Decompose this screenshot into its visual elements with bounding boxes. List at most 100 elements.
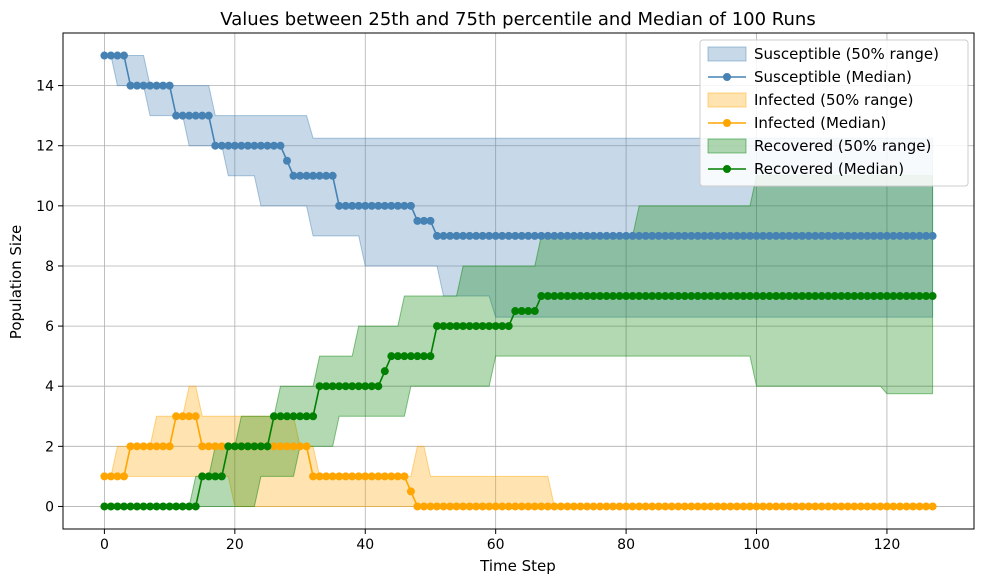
susceptible-median-point bbox=[837, 231, 846, 240]
infected-median-point bbox=[713, 502, 722, 511]
susceptible-median-point bbox=[511, 231, 520, 240]
susceptible-median-point bbox=[309, 171, 318, 180]
susceptible-median-point bbox=[706, 231, 715, 240]
recovered-median-point bbox=[243, 442, 252, 451]
susceptible-median-point bbox=[791, 231, 800, 240]
infected-median-point bbox=[648, 502, 657, 511]
infected-median-point bbox=[159, 442, 168, 451]
susceptible-median-point bbox=[732, 231, 741, 240]
recovered-median-point bbox=[850, 292, 859, 301]
infected-median-point bbox=[641, 502, 650, 511]
recovered-median-point bbox=[922, 292, 931, 301]
infected-median-point bbox=[693, 502, 702, 511]
infected-median-point bbox=[146, 442, 155, 451]
susceptible-median-point bbox=[674, 231, 683, 240]
infected-median-point bbox=[902, 502, 911, 511]
susceptible-median-point bbox=[543, 231, 552, 240]
infected-median-point bbox=[269, 442, 278, 451]
infected-median-point bbox=[211, 442, 220, 451]
infected-median-point bbox=[283, 442, 291, 451]
susceptible-median-point bbox=[830, 231, 839, 240]
susceptible-median-point bbox=[256, 141, 265, 150]
susceptible-median-point bbox=[100, 51, 109, 60]
infected-median-point bbox=[674, 502, 683, 511]
infected-median-point bbox=[446, 502, 455, 511]
infected-median-point bbox=[556, 502, 565, 511]
infected-median-point bbox=[419, 502, 428, 511]
y-tick-label: 2 bbox=[45, 439, 54, 455]
susceptible-median-point bbox=[354, 201, 363, 210]
recovered-median-point bbox=[589, 292, 598, 301]
susceptible-median-point bbox=[622, 231, 631, 240]
infected-median-point bbox=[380, 472, 389, 481]
recovered-median-point bbox=[302, 412, 311, 421]
susceptible-median-point bbox=[126, 81, 135, 90]
infected-median-point bbox=[882, 502, 891, 511]
recovered-median-point bbox=[269, 412, 278, 421]
susceptible-median-point bbox=[498, 231, 507, 240]
infected-median-point bbox=[778, 502, 787, 511]
infected-median-point bbox=[491, 502, 500, 511]
recovered-median-point bbox=[732, 292, 741, 301]
recovered-median-point bbox=[791, 292, 800, 301]
recovered-median-point bbox=[459, 322, 468, 331]
infected-median-point bbox=[635, 502, 644, 511]
infected-median-point bbox=[804, 502, 813, 511]
recovered-median-point bbox=[817, 292, 826, 301]
recovered-median-point bbox=[289, 412, 298, 421]
infected-median-point bbox=[119, 472, 128, 481]
x-tick-label: 40 bbox=[356, 537, 374, 553]
recovered-median-point bbox=[739, 292, 748, 301]
susceptible-median-point bbox=[413, 216, 422, 225]
recovered-median-point bbox=[511, 307, 520, 316]
recovered-median-point bbox=[778, 292, 787, 301]
susceptible-median-point bbox=[680, 231, 689, 240]
susceptible-median-point bbox=[426, 216, 435, 225]
susceptible-median-point bbox=[380, 201, 389, 210]
susceptible-median-point bbox=[530, 231, 539, 240]
recovered-median-point bbox=[576, 292, 585, 301]
recovered-median-point bbox=[465, 322, 474, 331]
recovered-median-point bbox=[680, 292, 689, 301]
axes-frame bbox=[62, 32, 975, 530]
infected-median-point bbox=[909, 502, 918, 511]
susceptible-median-point bbox=[550, 231, 559, 240]
infected-median-point bbox=[654, 502, 663, 511]
susceptible-median-point bbox=[419, 216, 428, 225]
recovered-median-point bbox=[348, 382, 357, 391]
susceptible-median-point bbox=[485, 231, 494, 240]
susceptible-median-point bbox=[517, 231, 526, 240]
recovered-median-point bbox=[165, 502, 174, 511]
x-tick-label: 60 bbox=[487, 537, 505, 553]
recovered-median-point bbox=[472, 322, 481, 331]
recovered-median-point bbox=[498, 322, 507, 331]
infected-median-point bbox=[191, 412, 200, 421]
recovered-median-point bbox=[504, 322, 513, 331]
recovered-median-point bbox=[746, 292, 754, 301]
recovered-median-point bbox=[596, 292, 605, 301]
susceptible-median-point bbox=[602, 231, 611, 240]
infected-median-point bbox=[413, 502, 422, 511]
recovered-median-point bbox=[478, 322, 487, 331]
infected-median-point bbox=[322, 472, 331, 481]
infected-median-point bbox=[922, 502, 931, 511]
susceptible-median-point bbox=[661, 231, 670, 240]
recovered-median-point bbox=[759, 292, 768, 301]
recovered-median-point bbox=[393, 352, 402, 361]
recovered-median-point bbox=[804, 292, 813, 301]
recovered-median-point bbox=[341, 382, 350, 391]
recovered-median-point bbox=[432, 322, 441, 331]
susceptible-median-point bbox=[693, 231, 702, 240]
infected-median-point bbox=[543, 502, 552, 511]
y-tick-label: 14 bbox=[36, 79, 54, 95]
susceptible-median-point bbox=[635, 231, 644, 240]
susceptible-median-point bbox=[850, 231, 859, 240]
susceptible-median-point bbox=[315, 171, 324, 180]
infected-median-point bbox=[706, 502, 715, 511]
infected-median-point bbox=[217, 442, 226, 451]
recovered-median-point bbox=[856, 292, 865, 301]
legend-susceptible-median-marker bbox=[723, 73, 731, 81]
infected-median-point bbox=[106, 472, 115, 481]
recovered-median-point bbox=[843, 292, 852, 301]
